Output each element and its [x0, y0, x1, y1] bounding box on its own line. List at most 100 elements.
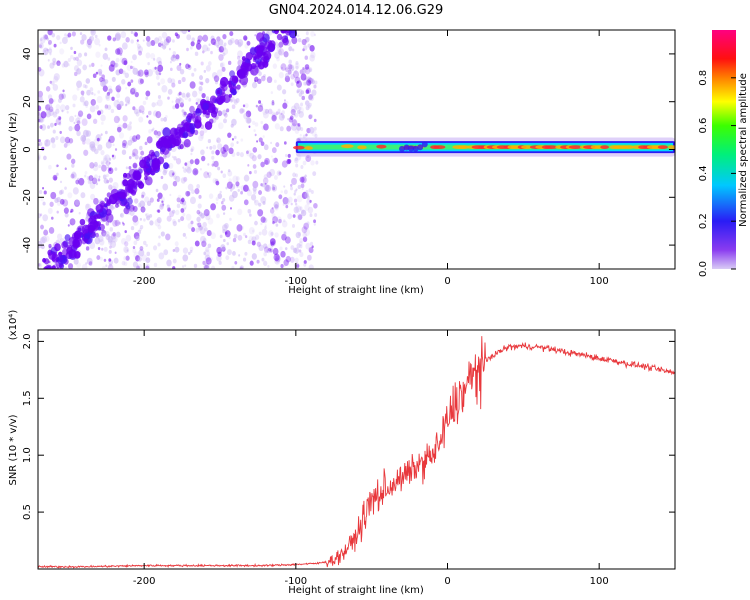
snr-xtick-label: -100 [284, 576, 307, 587]
spectrogram-noise-dot [272, 63, 278, 69]
spectrogram-noise-dot [121, 142, 127, 149]
spectrogram-noise-dot [228, 147, 234, 155]
spectrogram-noise-dot [309, 199, 312, 203]
spectrogram-noise-dot [38, 153, 41, 159]
spectrogram-noise-dot [228, 178, 233, 184]
spectrogram-noise-dot [130, 225, 135, 231]
spectrogram-noise-dot [140, 150, 145, 156]
spectrogram-noise-dot [122, 122, 128, 129]
spectrogram-noise-dot [237, 208, 243, 216]
spectrogram-trend-dot [104, 197, 109, 202]
spectrogram-noise-dot [55, 104, 61, 110]
spectrogram-noise-dot [134, 32, 139, 37]
spectrogram-noise-dot [163, 117, 168, 122]
spectrogram-noise-dot [281, 66, 283, 70]
spectrogram-noise-dot [58, 93, 64, 101]
spectrogram-noise-dot [167, 96, 170, 100]
spectrogram-noise-dot [206, 47, 210, 52]
spectrogram-noise-dot [293, 192, 296, 196]
spectrogram-noise-dot [295, 231, 301, 239]
spectrogram-noise-dot [162, 183, 169, 191]
spectrogram-noise-dot [86, 41, 92, 48]
spectrogram-noise-dot [310, 189, 314, 194]
spectrogram-trend-dot [151, 159, 160, 170]
spectrogram-noise-dot [180, 197, 185, 203]
spectrogram-noise-dot [165, 36, 172, 43]
spectrogram-noise-dot [93, 161, 98, 167]
spectrogram-noise-dot [89, 105, 96, 113]
spectrogram-noise-dot [212, 160, 215, 164]
spectrogram-noise-dot [125, 166, 129, 170]
spectrogram-noise-dot [301, 226, 308, 234]
spectrogram-noise-dot [104, 230, 110, 238]
spectrogram-noise-dot [125, 37, 130, 43]
spectrogram-noise-dot [309, 45, 315, 52]
spectrogram-noise-dot [114, 62, 119, 68]
spectrogram-noise-dot [226, 108, 230, 113]
spectrogram-noise-dot [170, 170, 177, 178]
spectrogram-noise-dot [267, 243, 274, 251]
spectrogram-noise-dot [147, 62, 150, 66]
spectrogram-noise-dot [150, 40, 156, 47]
spectrogram-noise-dot [106, 173, 109, 178]
spectrogram-noise-dot [112, 181, 119, 190]
spectrogram-noise-dot [43, 229, 49, 236]
spectrogram-noise-dot [172, 218, 176, 224]
spectrogram-noise-dot [282, 203, 285, 206]
spectrogram-noise-dot [156, 56, 162, 64]
spectrogram-noise-dot [148, 119, 152, 125]
spectrogram-noise-dot [137, 78, 144, 85]
spectrogram-noise-dot [137, 202, 142, 208]
spectrogram-noise-dot [40, 111, 47, 119]
spectrogram-trend-dot [154, 150, 160, 158]
spectrogram-noise-dot [254, 122, 259, 127]
spectrogram-noise-dot [82, 101, 87, 106]
spectrogram-noise-dot [251, 240, 256, 246]
spectrogram-noise-dot [247, 239, 252, 245]
spectrogram-noise-dot [158, 42, 162, 48]
spectrogram-noise-dot [240, 138, 244, 142]
spectrogram-noise-dot [230, 183, 236, 190]
spectrogram-noise-dot [218, 260, 222, 265]
spectrogram-noise-dot [244, 251, 248, 256]
spectrogram-noise-dot [222, 228, 226, 234]
spectrogram-noise-dot [183, 176, 188, 182]
spectrogram-noise-dot [176, 203, 181, 209]
spectrogram-noise-dot [121, 260, 126, 266]
spectrogram-noise-dot [137, 69, 144, 77]
spectrogram-noise-dot [99, 256, 103, 261]
spectrogram-noise-dot [189, 246, 194, 252]
spectrogram-noise-dot [108, 184, 113, 190]
spectrogram-noise-dot [155, 188, 159, 193]
spectrogram-noise-dot [294, 257, 299, 263]
spectrogram-noise-dot [138, 249, 145, 257]
figure-title: GN04.2024.014.12.06.G29 [269, 3, 444, 18]
spectrogram-ytick-label: 20 [22, 95, 33, 108]
spectrogram-noise-dot [86, 257, 93, 265]
spectrogram-noise-dot [139, 78, 145, 84]
spectrogram-noise-dot [130, 39, 134, 44]
spectrogram-noise-dot [134, 198, 139, 204]
spectrogram-noise-dot [211, 163, 215, 167]
spectrogram-noise-dot [194, 170, 198, 174]
spectrogram-noise-dot [56, 210, 59, 214]
spectrogram-noise-dot [107, 239, 113, 245]
spectrogram-noise-dot [185, 190, 190, 197]
spectrogram-noise-dot [298, 231, 302, 236]
spectrogram-noise-dot [274, 257, 281, 265]
spectrogram-noise-dot [115, 231, 121, 238]
spectrogram-noise-dot [243, 174, 250, 182]
spectrogram-noise-dot [314, 133, 318, 138]
spectrogram-noise-dot [76, 120, 81, 125]
spectrogram-noise-dot [300, 90, 305, 95]
spectrogram-trend-dot [72, 238, 80, 248]
tone-band-wobble [403, 144, 410, 151]
colorbar-tick-label: 0.2 [698, 213, 709, 229]
spectrogram-noise-dot [55, 135, 59, 141]
spectrogram-noise-dot [82, 83, 87, 89]
spectrogram-noise-dot [262, 217, 268, 224]
spectrogram-trend-dot [249, 46, 257, 55]
tone-band-core [458, 145, 470, 150]
spectrogram-noise-dot [244, 103, 249, 109]
spectrogram-xlabel: Height of straight line (km) [288, 285, 424, 296]
